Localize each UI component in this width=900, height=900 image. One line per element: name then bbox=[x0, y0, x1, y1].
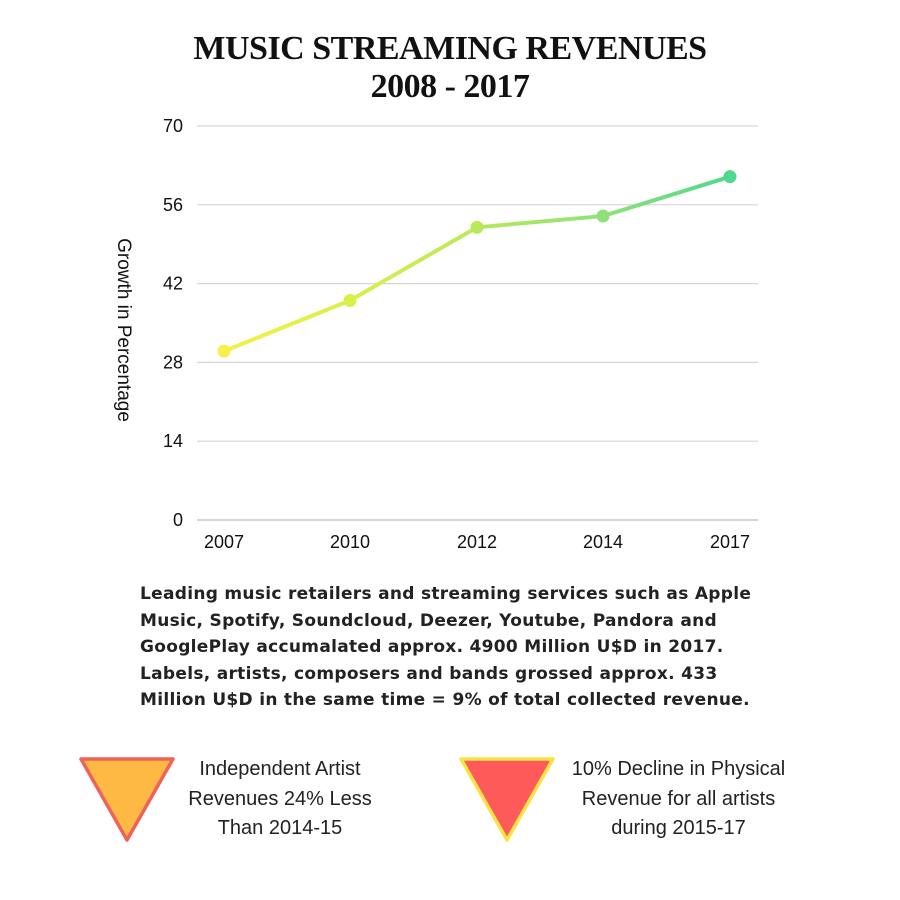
chart-title-line1: MUSIC STREAMING REVENUES bbox=[193, 30, 707, 67]
line-chart: 0 14 28 42 56 70 2007 2010 2012 2014 2017 Growth … bbox=[113, 116, 758, 552]
gridlines bbox=[197, 125, 758, 521]
series-line bbox=[222, 174, 732, 354]
data-point bbox=[596, 209, 610, 223]
x-tick-label: 2010 bbox=[330, 532, 370, 552]
stat-line: Revenue for all artists bbox=[581, 787, 776, 810]
data-point bbox=[343, 293, 357, 307]
stat-independent-artist-text: Independent Artist Revenues 24% Less Tha… bbox=[170, 755, 390, 844]
x-axis-ticks: 2007 2010 2012 2014 2017 bbox=[204, 532, 750, 552]
x-tick-label: 2014 bbox=[583, 532, 623, 552]
chart-title: MUSIC STREAMING REVENUES 2008 - 2017 bbox=[0, 30, 900, 106]
stat-line: Independent Artist bbox=[199, 758, 361, 780]
stat-line: Than 2014-15 bbox=[217, 817, 343, 839]
stat-line: during 2015-17 bbox=[611, 817, 746, 839]
summary-note: Leading music retailers and streaming se… bbox=[140, 584, 752, 710]
y-tick-label: 0 bbox=[173, 510, 183, 530]
y-tick-label: 70 bbox=[163, 116, 183, 136]
stat-physical-decline-text: 10% Decline in Physical Revenue for all … bbox=[556, 755, 801, 844]
stat-line: 10% Decline in Physical bbox=[571, 758, 786, 780]
y-tick-label: 28 bbox=[163, 352, 183, 372]
data-point bbox=[470, 220, 484, 234]
down-triangle-icon bbox=[459, 757, 555, 842]
y-tick-label: 14 bbox=[163, 431, 183, 451]
x-tick-label: 2012 bbox=[457, 532, 497, 552]
y-tick-label: 56 bbox=[163, 195, 183, 215]
stat-line: Revenues 24% Less bbox=[188, 787, 372, 810]
data-point bbox=[723, 170, 737, 184]
y-tick-label: 42 bbox=[163, 274, 183, 294]
down-triangle-icon bbox=[79, 757, 175, 842]
y-axis-ticks: 0 14 28 42 56 70 bbox=[163, 116, 183, 530]
x-tick-label: 2017 bbox=[710, 532, 750, 552]
chart-title-line2: 2008 - 2017 bbox=[370, 68, 530, 105]
y-axis-title: Growth in Percentage bbox=[113, 238, 134, 422]
data-point bbox=[217, 344, 231, 358]
series-growth bbox=[217, 170, 737, 358]
x-tick-label: 2007 bbox=[204, 532, 244, 552]
